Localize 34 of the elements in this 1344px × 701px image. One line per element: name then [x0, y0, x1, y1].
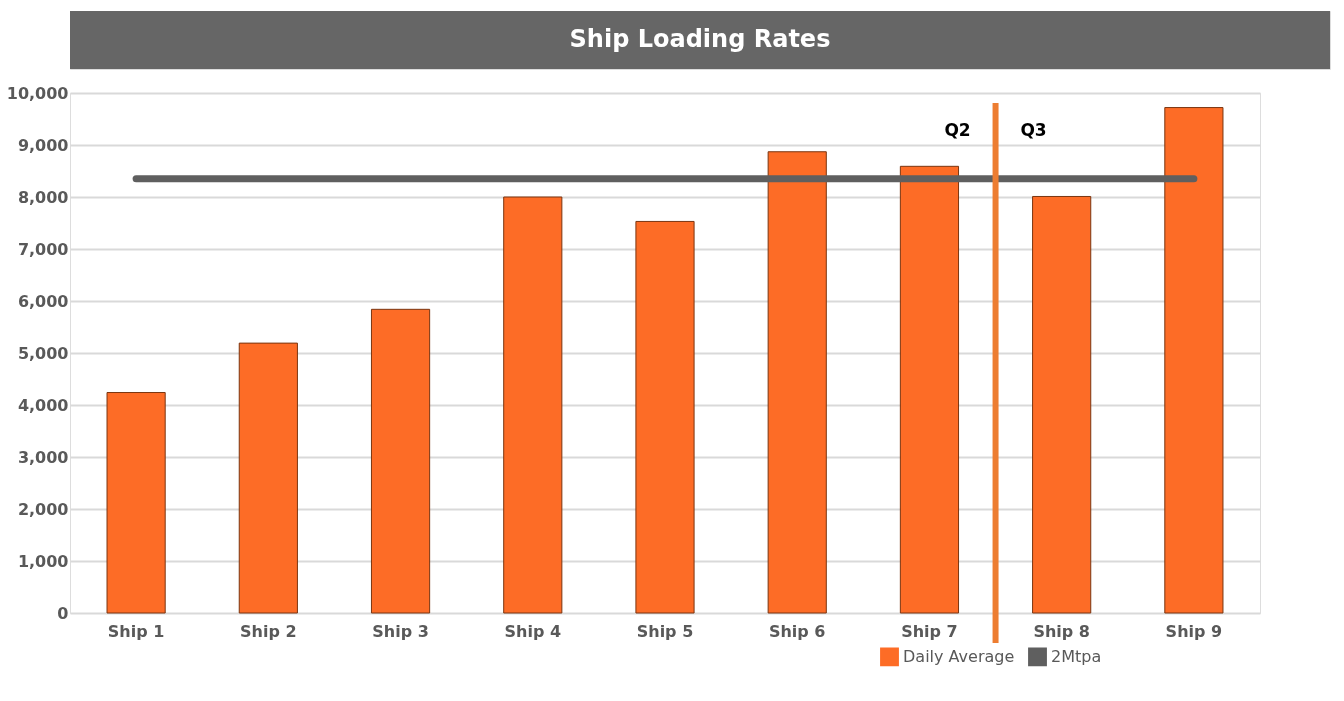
- bar: [1032, 195, 1092, 614]
- y-tick-label: 1,000: [17, 551, 69, 571]
- y-tick-label: 7,000: [17, 239, 69, 259]
- bar: [1164, 107, 1224, 614]
- chart-title: Ship Loading Rates: [569, 25, 831, 53]
- annotation: Q3: [1020, 120, 1047, 140]
- legend-label: 2Mtpa: [1051, 646, 1102, 666]
- x-tick-label: Ship 9: [1165, 621, 1223, 641]
- y-tick-label: 4,000: [17, 395, 69, 415]
- y-tick-label: 6,000: [17, 291, 69, 311]
- x-tick-label: Ship 2: [240, 621, 297, 641]
- x-tick-label: Ship 6: [768, 621, 826, 641]
- bar: [635, 220, 695, 614]
- bar: [767, 151, 827, 614]
- x-tick-label: Ship 1: [107, 621, 165, 641]
- y-tick-label: 5,000: [17, 343, 69, 363]
- y-tick-label: 3,000: [17, 447, 69, 467]
- bar: [106, 392, 166, 614]
- bar: [238, 342, 298, 614]
- x-tick-label: Ship 8: [1033, 621, 1090, 641]
- y-tick-label: 0: [57, 603, 69, 623]
- x-tick-label: Ship 5: [636, 621, 694, 641]
- bar: [899, 165, 960, 614]
- y-tick-label: 8,000: [17, 187, 69, 207]
- annotation: Q2: [944, 120, 971, 140]
- y-tick-label: 2,000: [17, 499, 69, 519]
- y-tick-label: 10,000: [6, 83, 69, 103]
- bar: [370, 308, 431, 614]
- bar: [503, 196, 563, 614]
- x-tick-label: Ship 4: [504, 621, 562, 641]
- x-tick-label: Ship 3: [372, 621, 429, 641]
- y-tick-label: 9,000: [17, 135, 69, 155]
- x-tick-label: Ship 7: [901, 621, 958, 641]
- legend-label: Daily Average: [903, 646, 1015, 666]
